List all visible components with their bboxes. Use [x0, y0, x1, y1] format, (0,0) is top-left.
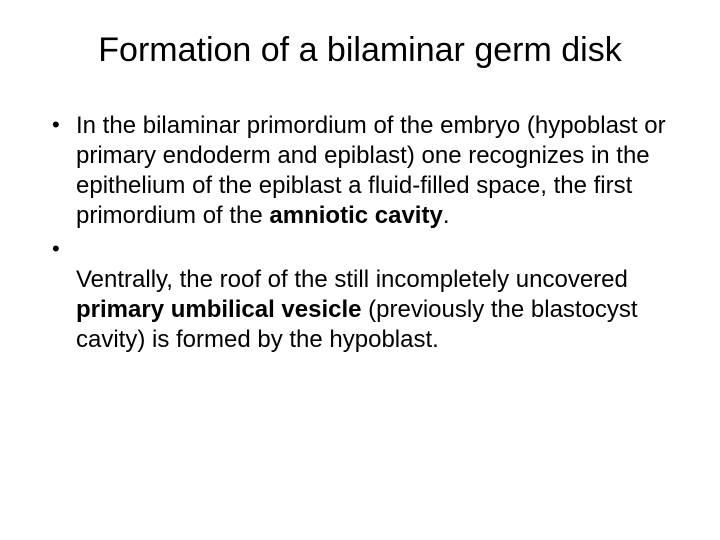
- bullet-list: In the bilaminar primordium of the embry…: [50, 111, 670, 355]
- bullet-text-bold: primary umbilical vesicle: [76, 296, 361, 323]
- list-item: Ventrally, the roof of the still incompl…: [50, 235, 670, 355]
- bullet-text-bold: amniotic cavity: [269, 202, 442, 229]
- list-item: In the bilaminar primordium of the embry…: [50, 111, 670, 231]
- bullet-text-post: .: [443, 202, 450, 229]
- slide: Formation of a bilaminar germ disk In th…: [0, 0, 720, 540]
- slide-title: Formation of a bilaminar germ disk: [50, 30, 670, 71]
- bullet-text-pre: Ventrally, the roof of the still incompl…: [76, 266, 628, 293]
- slide-body: In the bilaminar primordium of the embry…: [50, 111, 670, 355]
